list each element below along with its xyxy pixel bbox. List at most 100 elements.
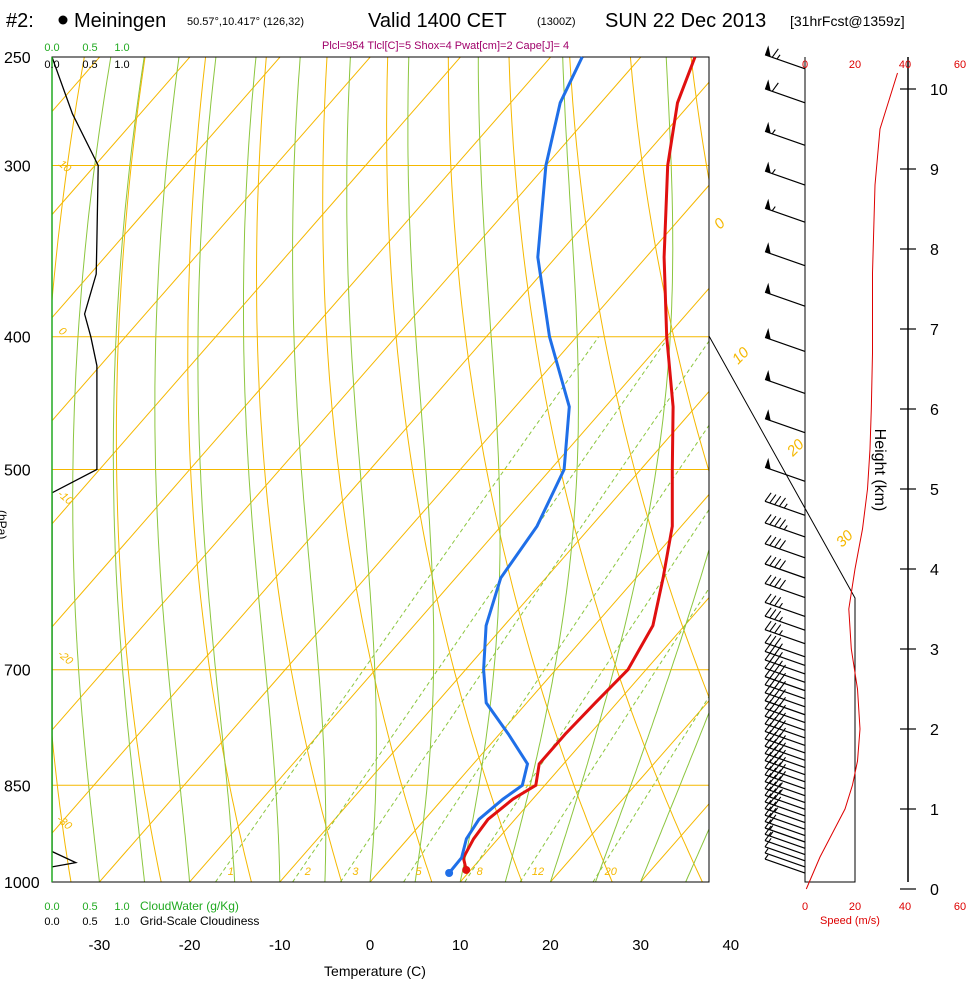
moist-adiabat-line	[72, 57, 112, 882]
mixing-ratio-line	[215, 336, 600, 882]
wind-barb	[764, 593, 806, 617]
moist-adiabat-lines	[72, 57, 709, 882]
isotherm-lines	[52, 57, 709, 882]
wind-barb	[764, 242, 806, 267]
temperature-tick-label: 0	[366, 937, 374, 954]
wind-barb	[764, 514, 806, 538]
station-coords: 50.57°,10.417° (126,32)	[187, 16, 304, 28]
mixing-ratio-line	[403, 424, 709, 882]
cloudiness-axis-title: Grid-Scale Cloudiness	[140, 914, 259, 928]
moist-adiabat-line	[243, 57, 281, 882]
wind-barb	[764, 799, 806, 824]
panel-prefix: #2:	[6, 10, 34, 32]
wind-barb	[764, 121, 806, 146]
wind-barb	[764, 772, 806, 797]
dry-adiabat-line	[447, 57, 613, 882]
mixing-ratio-label: 3	[352, 866, 359, 878]
x-axis-title: Temperature (C)	[324, 963, 426, 979]
height-axis: 0 1 2 3 4 5 6 7 8 9 10	[900, 57, 948, 899]
isotherm-line	[459, 596, 709, 882]
cloudiness-tick-label: 0.0	[44, 59, 59, 71]
cloudiness-tick-label: 1.0	[114, 59, 129, 71]
speed-tick-label: 60	[954, 901, 966, 913]
cloudiness-profile	[52, 57, 99, 868]
wind-barb	[764, 79, 806, 104]
moist-adiabat-line	[407, 57, 435, 882]
pressure-tick-label: 1000	[4, 875, 40, 892]
bottom-scales: 0.0 0.5 1.0 0.0 0.5 1.0	[44, 901, 129, 928]
speed-tick-label: 60	[954, 59, 966, 71]
cloudwater-tick-label: 0.5	[82, 901, 97, 913]
surface-dewpoint-marker	[445, 869, 454, 878]
mixing-ratio-line	[519, 587, 709, 882]
wind-barb	[764, 327, 806, 352]
isotherm-label: 30	[833, 527, 857, 551]
speed-tick-label: 0	[802, 59, 808, 71]
height-tick-label: 4	[930, 562, 939, 579]
temperature-tick-label: -10	[269, 937, 291, 954]
mixing-ratio-line	[592, 695, 709, 882]
isotherm-line	[52, 57, 552, 628]
wind-barb	[764, 492, 806, 516]
wind-barb	[764, 751, 806, 776]
mixing-ratio-label: 5	[416, 866, 423, 878]
mixing-ratio-label: 1	[228, 866, 234, 878]
height-tick-label: 5	[930, 482, 939, 499]
dry-adiabat-line	[115, 57, 162, 882]
moist-adiabat-line	[595, 548, 709, 882]
wind-barb	[764, 793, 806, 817]
dry-adiabat-line	[322, 57, 433, 882]
wind-barb	[764, 620, 806, 645]
isotherm-line	[98, 184, 709, 882]
pressure-tick-label: 400	[4, 330, 31, 347]
height-tick-label: 0	[930, 882, 939, 899]
dewpoint-profile-line	[447, 56, 584, 874]
isotherm-line	[52, 57, 281, 319]
height-tick-label: 1	[930, 802, 939, 819]
isotherm-line	[188, 287, 709, 882]
temperature-tick-label: 30	[632, 937, 649, 954]
isotherm-line	[52, 57, 642, 731]
moist-adiabat-line	[346, 57, 377, 882]
dry-adiabat-line	[255, 57, 343, 882]
dry-adiabat-line	[808, 33, 970, 911]
dry-adiabat-line	[508, 57, 703, 882]
height-axis-title: Height (km)	[871, 429, 888, 512]
height-tick-label: 7	[930, 322, 939, 339]
pressure-axis-labels: 250 300 400 500 700 850 1000	[4, 50, 40, 892]
height-tick-label: 8	[930, 242, 939, 259]
dry-adiabat-label: 10	[56, 158, 74, 176]
isotherm-line	[549, 699, 709, 882]
isotherm-line	[279, 390, 709, 882]
pressure-tick-label: 850	[4, 778, 31, 795]
wind-barb	[764, 786, 806, 810]
wind-barb	[764, 198, 806, 223]
cloudwater-tick-label: 1.0	[114, 42, 129, 54]
speed-tick-label: 20	[849, 901, 861, 913]
moist-adiabat-line	[640, 711, 709, 882]
isobar-lines	[52, 165, 709, 882]
height-tick-label: 9	[930, 162, 939, 179]
wind-barb	[764, 854, 806, 874]
moist-adiabat-line	[197, 57, 236, 882]
temperature-profile-line	[461, 56, 697, 871]
speed-tick-label: 0	[802, 901, 808, 913]
wind-barb	[764, 779, 806, 804]
dry-adiabat-label: -20	[55, 648, 76, 668]
wind-barb	[764, 848, 806, 868]
wind-barb	[764, 161, 806, 186]
moist-adiabat-line	[112, 57, 145, 882]
dry-adiabat-line	[187, 57, 252, 882]
station-name: Meiningen	[74, 10, 166, 32]
temperature-tick-label: -20	[179, 937, 201, 954]
temperature-tick-label: 10	[452, 937, 469, 954]
wind-barb	[764, 535, 806, 559]
wind-barb	[764, 812, 806, 837]
dry-adiabat-label: -30	[54, 813, 75, 833]
stability-indices: Plcl=954 Tlcl[C]=5 Shox=4 Pwat[cm]=2 Cap…	[322, 40, 569, 52]
moist-adiabat-line	[154, 57, 191, 882]
wind-panel	[708, 57, 856, 883]
height-tick-label: 3	[930, 642, 939, 659]
